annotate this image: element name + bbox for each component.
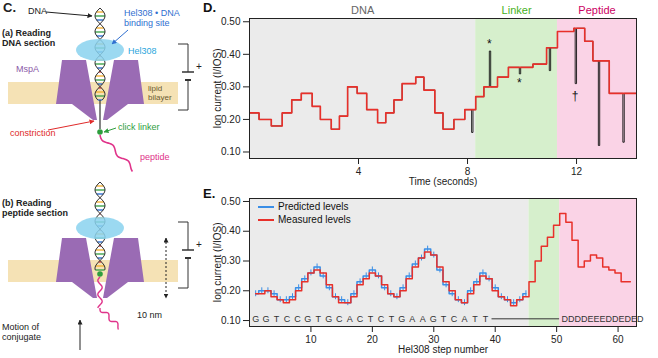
svg-text:12: 12 bbox=[571, 166, 583, 177]
svg-text:0.40: 0.40 bbox=[221, 225, 241, 236]
svg-text:*: * bbox=[517, 76, 522, 90]
html-text:Measured levels: Measured levels bbox=[278, 214, 351, 225]
svg-text:0.30: 0.30 bbox=[221, 81, 241, 92]
svg-text:†: † bbox=[572, 89, 579, 103]
html-text:Predicted levels: Predicted levels bbox=[278, 201, 349, 212]
svg-text:C.: C. bbox=[3, 0, 16, 15]
svg-text:G: G bbox=[430, 314, 437, 324]
svg-text:MspA: MspA bbox=[16, 64, 39, 74]
svg-text:T: T bbox=[472, 314, 478, 324]
svg-text:Hel308 • DNAbinding site: Hel308 • DNAbinding site bbox=[124, 8, 180, 28]
svg-text:C: C bbox=[294, 314, 301, 324]
svg-text:Linker: Linker bbox=[502, 4, 532, 16]
svg-text:A: A bbox=[420, 314, 426, 324]
svg-text:0.20: 0.20 bbox=[221, 285, 241, 296]
svg-text:T: T bbox=[368, 314, 374, 324]
svg-text:T: T bbox=[389, 314, 395, 324]
svg-text:DDDDEEEDDEDED: DDDDEEEDDEDED bbox=[562, 314, 645, 324]
svg-text:0.20: 0.20 bbox=[221, 114, 241, 125]
svg-text:G: G bbox=[252, 314, 259, 324]
svg-text:T: T bbox=[274, 314, 280, 324]
svg-text:+: + bbox=[196, 61, 202, 72]
svg-text:0.30: 0.30 bbox=[221, 255, 241, 266]
svg-text:Ion current (I/IOS): Ion current (I/IOS) bbox=[212, 222, 223, 302]
svg-text:DNA: DNA bbox=[351, 4, 375, 16]
svg-text:G: G bbox=[263, 314, 270, 324]
svg-text:A: A bbox=[461, 314, 467, 324]
svg-text:0.50: 0.50 bbox=[221, 16, 241, 27]
svg-text:*: * bbox=[487, 37, 492, 51]
svg-text:A: A bbox=[409, 314, 415, 324]
svg-text:10: 10 bbox=[305, 334, 317, 345]
svg-text:30: 30 bbox=[428, 333, 440, 345]
svg-text:50: 50 bbox=[551, 334, 563, 345]
svg-text:Time (seconds): Time (seconds) bbox=[409, 176, 478, 187]
svg-text:C: C bbox=[378, 314, 385, 324]
svg-text:4: 4 bbox=[356, 166, 362, 177]
html-text:D.: D. bbox=[203, 0, 216, 15]
svg-text:click linker: click linker bbox=[118, 122, 160, 132]
svg-text:10 nm: 10 nm bbox=[137, 310, 162, 320]
svg-text:constriction: constriction bbox=[10, 128, 56, 138]
svg-text:0.10: 0.10 bbox=[221, 146, 241, 157]
svg-text:C: C bbox=[451, 314, 458, 324]
svg-text:T: T bbox=[316, 314, 322, 324]
html-text:E.: E. bbox=[203, 186, 216, 201]
svg-text:G: G bbox=[398, 314, 405, 324]
svg-text:Ion current (I/IOS): Ion current (I/IOS) bbox=[212, 48, 223, 128]
svg-text:40: 40 bbox=[490, 334, 502, 345]
svg-text:0.10: 0.10 bbox=[221, 315, 241, 326]
svg-text:lipidbilayer: lipidbilayer bbox=[148, 84, 172, 102]
svg-text:(a) ReadingDNA section: (a) ReadingDNA section bbox=[2, 28, 55, 48]
svg-text:A: A bbox=[347, 314, 353, 324]
svg-text:20: 20 bbox=[367, 334, 379, 345]
svg-text:DNA: DNA bbox=[28, 6, 47, 16]
svg-text:0.50: 0.50 bbox=[221, 196, 241, 207]
svg-text:C: C bbox=[284, 314, 291, 324]
svg-text:Hel308 step number: Hel308 step number bbox=[398, 344, 489, 355]
svg-text:+: + bbox=[196, 239, 202, 250]
svg-text:Hel308: Hel308 bbox=[128, 46, 157, 56]
svg-text:C: C bbox=[336, 314, 343, 324]
svg-text:T: T bbox=[483, 314, 489, 324]
svg-text:peptide: peptide bbox=[140, 152, 170, 162]
svg-text:G: G bbox=[325, 314, 332, 324]
svg-text:Peptide: Peptide bbox=[578, 4, 615, 16]
svg-text:Motion ofconjugate: Motion ofconjugate bbox=[2, 322, 41, 342]
svg-text:C: C bbox=[357, 314, 364, 324]
svg-text:(b) Readingpeptide section: (b) Readingpeptide section bbox=[2, 198, 68, 218]
svg-text:8: 8 bbox=[464, 165, 471, 177]
svg-text:0.40: 0.40 bbox=[221, 49, 241, 60]
svg-text:T: T bbox=[441, 314, 447, 324]
svg-text:G: G bbox=[304, 314, 311, 324]
svg-text:60: 60 bbox=[613, 334, 625, 345]
